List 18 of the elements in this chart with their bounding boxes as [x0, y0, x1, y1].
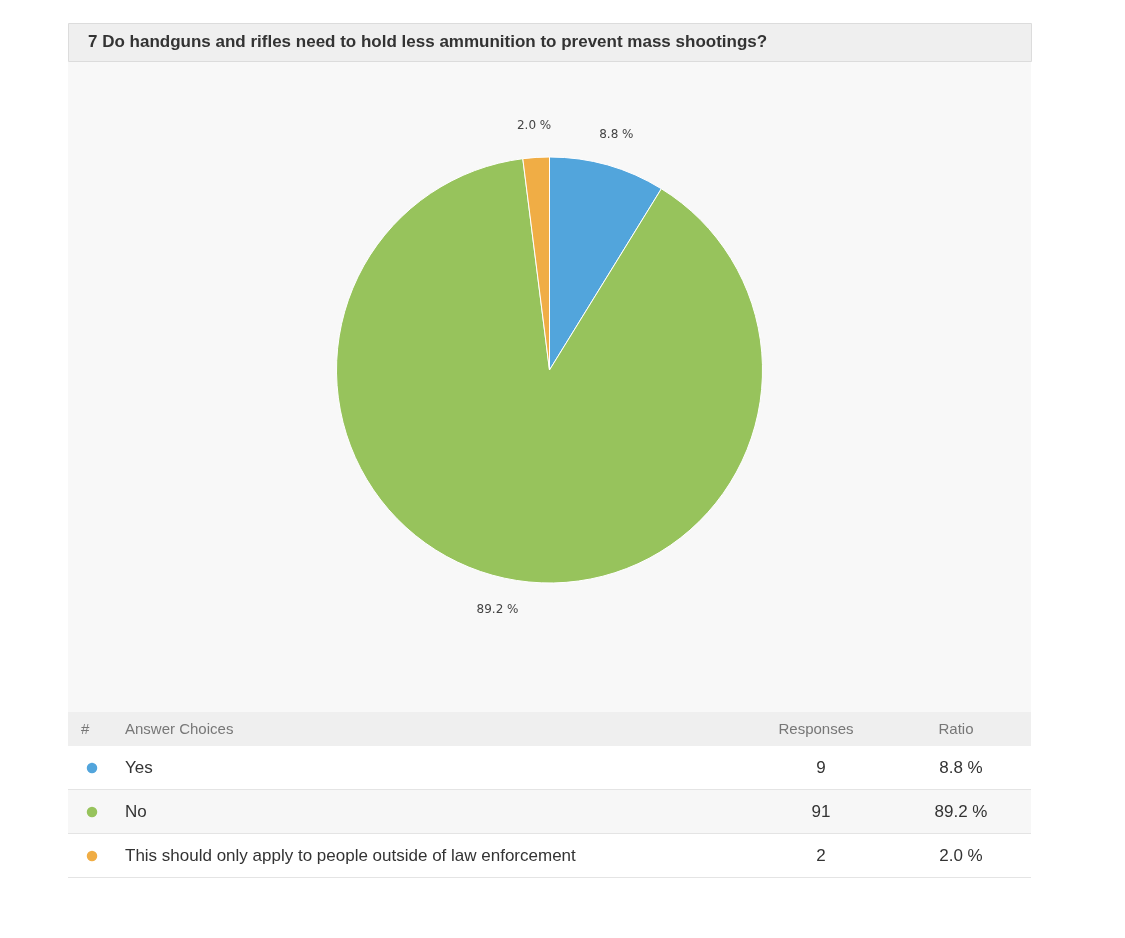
data-label: 8.8 %: [599, 127, 634, 142]
text: Ratio: [938, 720, 974, 737]
pie-slice: [336, 158, 763, 584]
text: 91: [811, 802, 831, 821]
text: 8.8 %: [939, 758, 983, 777]
legend-title: Answer Choices: [125, 720, 234, 737]
data-label: 2.0 %: [516, 118, 552, 133]
text: Responses: [778, 720, 854, 737]
text: 9: [816, 758, 826, 777]
legend-label: Yes: [125, 758, 153, 777]
text: 2.0 %: [939, 846, 983, 865]
data-label: 89.2 %: [476, 602, 519, 617]
legend-label: This should only apply to people outside of law enforcement: [125, 846, 577, 865]
legend-label: No: [125, 802, 147, 821]
text: #: [81, 720, 90, 737]
chart-title: 7 Do handguns and rifles need to hold less ammunition to prevent mass shootings?: [88, 32, 768, 51]
text: 2: [816, 846, 826, 865]
text: 89.2 %: [934, 802, 988, 821]
